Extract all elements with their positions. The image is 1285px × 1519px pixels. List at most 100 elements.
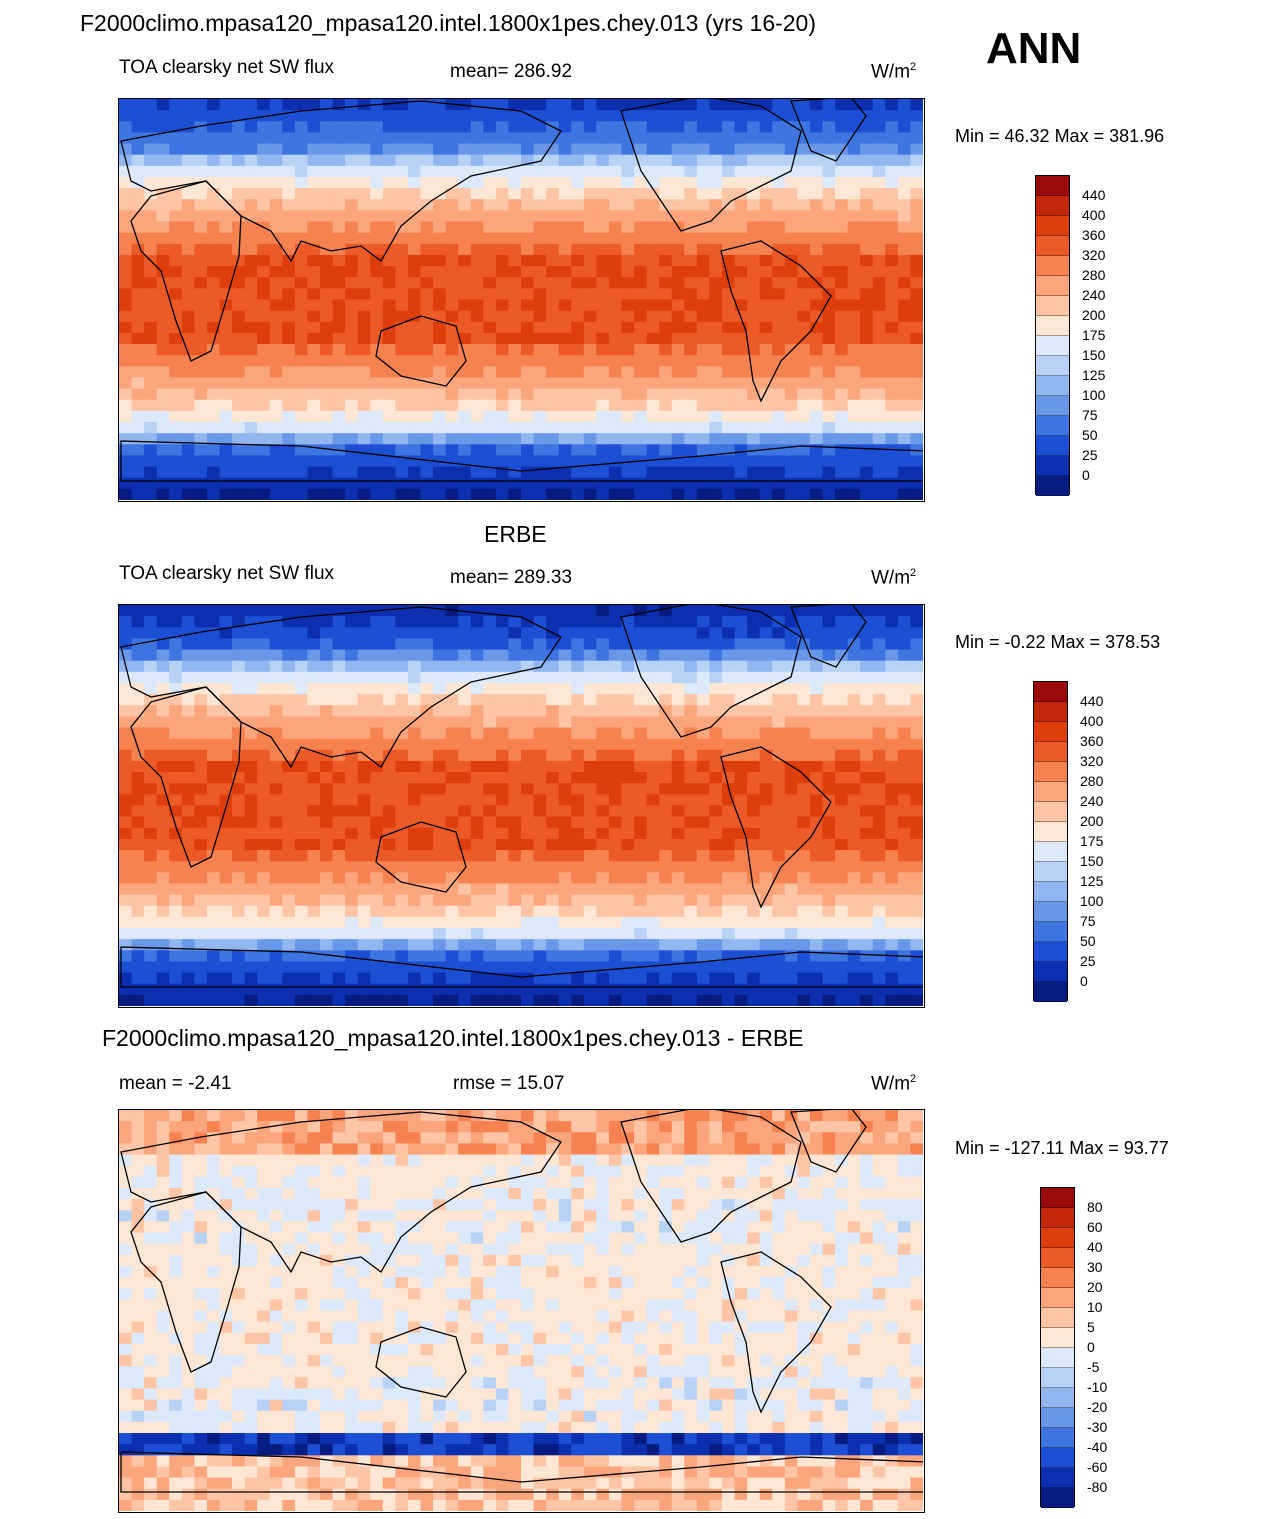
field-cell <box>822 627 836 640</box>
field-cell <box>433 1110 447 1122</box>
field-cell <box>470 143 484 156</box>
field-cell <box>508 377 522 390</box>
field-cell <box>181 232 195 245</box>
field-cell <box>696 1121 711 1133</box>
field-cell <box>219 210 233 223</box>
field-cell <box>169 455 183 468</box>
field-cell <box>257 972 271 985</box>
colorbar-tick-label: 0 <box>1082 467 1090 483</box>
field-cell <box>131 716 145 729</box>
field-cell <box>546 154 560 167</box>
field-cell <box>659 972 673 985</box>
field-cell <box>470 410 484 423</box>
field-cell <box>822 872 836 885</box>
field-cell <box>232 772 246 784</box>
field-cell <box>684 410 698 423</box>
field-cell <box>294 366 309 379</box>
field-cell <box>521 154 535 167</box>
field-cell <box>257 638 271 651</box>
field-cell <box>634 477 648 490</box>
field-cell <box>533 188 547 200</box>
field-cell <box>320 444 334 457</box>
field-cell <box>495 477 510 490</box>
field-cell <box>407 783 422 795</box>
field-cell <box>772 154 786 167</box>
field-cell <box>835 444 849 457</box>
field-cell <box>847 794 861 807</box>
field-cell <box>131 872 145 885</box>
field-cell <box>747 805 761 818</box>
field-cell <box>809 266 824 278</box>
field-cell <box>671 760 685 773</box>
field-cell <box>521 827 535 840</box>
field-cell <box>269 444 283 457</box>
field-cell <box>445 928 459 940</box>
field-cell <box>521 377 535 390</box>
field-cell <box>307 749 321 762</box>
field-cell <box>734 266 748 278</box>
field-cell <box>244 477 258 490</box>
field-cell <box>357 783 371 795</box>
field-cell <box>835 232 849 245</box>
coastline-path <box>120 946 923 988</box>
field-cell <box>759 399 773 412</box>
field-cell <box>910 916 923 929</box>
field-cell <box>583 749 597 762</box>
field-cell <box>822 410 836 423</box>
field-cell <box>219 455 233 468</box>
field-cell <box>458 366 472 379</box>
field-cell <box>495 716 510 729</box>
field-cell <box>257 705 271 717</box>
field-cell <box>596 143 610 156</box>
colorbar-swatch <box>1034 942 1067 962</box>
field-cell <box>219 188 233 200</box>
field-cell <box>420 377 434 390</box>
field-cell <box>282 299 296 312</box>
field-cell <box>244 671 258 684</box>
field-cell <box>508 154 522 167</box>
field-cell <box>307 772 321 784</box>
field-cell <box>470 972 484 985</box>
field-cell <box>558 983 572 996</box>
field-cell <box>433 433 447 445</box>
field-cell <box>885 199 899 211</box>
field-cell <box>910 861 923 873</box>
field-cell <box>835 1121 849 1133</box>
field-cell <box>809 288 824 301</box>
colorbar-swatch <box>1034 782 1067 802</box>
field-cell <box>144 232 158 245</box>
field-cell <box>307 99 321 111</box>
field-cell <box>797 121 811 134</box>
field-cell <box>320 399 334 412</box>
field-cell <box>345 816 359 829</box>
field-cell <box>445 455 459 468</box>
field-cell <box>797 243 811 256</box>
field-cell <box>445 377 459 390</box>
field-cell <box>294 671 309 684</box>
field-cell <box>445 783 459 795</box>
field-cell <box>897 355 912 367</box>
field-cell <box>533 816 547 829</box>
field-cell <box>722 950 736 963</box>
field-cell <box>382 455 396 468</box>
field-cell <box>219 310 233 323</box>
field-cell <box>860 176 874 189</box>
field-cell <box>119 210 133 223</box>
field-cell <box>747 772 761 784</box>
field-cell <box>458 410 472 423</box>
panel1-field <box>119 99 923 500</box>
field-cell <box>533 1132 547 1145</box>
field-cell <box>696 254 711 267</box>
field-cell <box>596 1143 610 1156</box>
field-cell <box>345 671 359 684</box>
field-cell <box>307 310 321 323</box>
field-cell <box>671 905 685 918</box>
field-cell <box>294 916 309 929</box>
field-cell <box>772 254 786 267</box>
field-cell <box>772 344 786 356</box>
field-cell <box>169 176 183 189</box>
field-cell <box>169 121 183 134</box>
field-cell <box>722 961 736 974</box>
field-cell <box>407 165 422 178</box>
field-cell <box>382 1110 396 1122</box>
